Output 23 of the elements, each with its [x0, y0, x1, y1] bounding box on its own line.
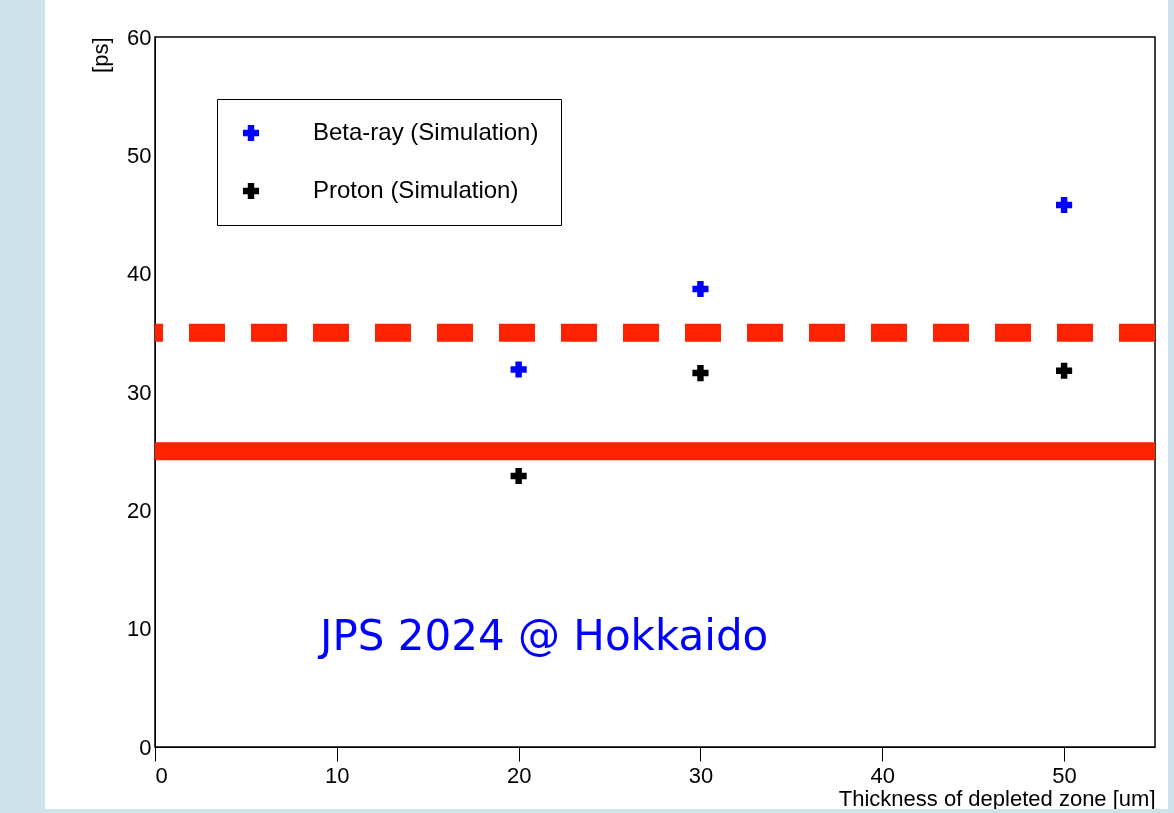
legend-label: Proton (Simulation) [313, 176, 519, 203]
annotation: JPS 2024 @ Hokkaido [317, 611, 769, 660]
point [510, 467, 527, 485]
point [1056, 362, 1073, 379]
x-tick-label: 40 [870, 762, 896, 788]
y-tick-label: 50 [127, 142, 152, 168]
y-tick-label: 20 [127, 497, 152, 523]
x-tick-label: 10 [325, 762, 350, 788]
x-tick-label: 30 [688, 762, 714, 788]
x-tick-label: 0 [155, 762, 168, 788]
legend-label: Beta-ray (Simulation) [313, 118, 539, 145]
point [692, 280, 709, 298]
point [510, 361, 527, 378]
y-tick-label: 30 [127, 379, 152, 405]
y-tick-label: 60 [127, 24, 152, 50]
y-tick-label: 10 [127, 616, 152, 642]
x-tick-label: 50 [1052, 762, 1077, 788]
x-tick-label: 20 [506, 762, 532, 788]
y-tick-label: 0 [139, 734, 152, 760]
y-axis-title: [ps] [88, 37, 114, 73]
point [692, 365, 709, 382]
point [1056, 196, 1073, 214]
y-tick-label: 40 [127, 261, 152, 287]
